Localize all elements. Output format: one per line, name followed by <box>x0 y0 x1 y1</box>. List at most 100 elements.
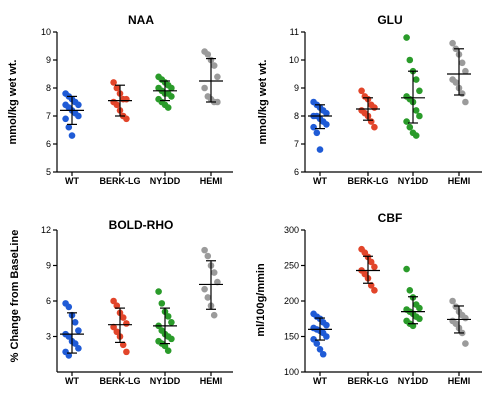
category-label: NY1DD <box>150 376 181 386</box>
chart-title: BOLD-RHO <box>109 218 174 232</box>
data-point <box>204 252 212 260</box>
data-point <box>75 112 82 120</box>
data-point <box>406 123 414 131</box>
data-point <box>65 303 73 311</box>
data-point <box>168 319 175 326</box>
data-point <box>214 278 221 286</box>
data-point <box>416 112 423 120</box>
data-point <box>316 146 324 153</box>
y-tick-label: 250 <box>284 261 299 271</box>
y-tick-label: 9 <box>294 83 299 93</box>
plot-area: 6 7 8 9 10 11 <box>289 27 482 177</box>
y-axis-label: mmol/kg wet wt. <box>7 60 19 145</box>
category-label: NY1DD <box>150 176 181 186</box>
data-point <box>458 90 466 97</box>
data-point <box>416 304 423 312</box>
data-point <box>462 98 469 106</box>
data-point <box>71 319 79 326</box>
data-point <box>119 341 127 349</box>
data-point <box>310 123 317 131</box>
panel-cbf: CBF ml/100g/mmin 100 150 200 250 300 WT BERK… <box>255 211 482 386</box>
data-point <box>403 265 410 273</box>
data-point <box>323 321 330 329</box>
y-tick-label: 100 <box>284 367 299 377</box>
data-point <box>123 320 130 327</box>
category-label: BERK-LG <box>100 376 141 386</box>
data-point <box>367 118 375 125</box>
data-point <box>403 118 410 125</box>
data-point <box>416 315 423 323</box>
data-point <box>123 348 130 356</box>
data-point <box>75 327 82 334</box>
data-point <box>210 311 218 319</box>
y-tick-label: 5 <box>46 167 51 177</box>
data-point <box>168 84 175 92</box>
y-tick-label: 6 <box>46 139 51 149</box>
data-point <box>323 121 330 128</box>
y-axis-label: % Change from BaseLine <box>9 230 21 363</box>
data-point <box>313 129 321 137</box>
plot-area: 5 6 7 8 9 10 <box>41 27 233 177</box>
category-label: BERK-LG <box>348 376 389 386</box>
y-tick-label: 7 <box>294 139 299 149</box>
data-point <box>65 123 73 131</box>
data-point <box>462 340 469 347</box>
data-point <box>201 246 208 254</box>
plot-area: 100 150 200 250 300 <box>284 225 482 377</box>
data-point <box>113 84 121 92</box>
data-point <box>113 302 121 310</box>
data-point <box>406 56 414 64</box>
chart-title: GLU <box>377 13 402 27</box>
data-point <box>367 258 375 266</box>
category-label: WT <box>313 176 327 186</box>
data-point <box>358 87 365 95</box>
chart-title: CBF <box>378 211 403 225</box>
y-tick-label: 6 <box>46 296 51 306</box>
data-point <box>164 104 172 111</box>
y-tick-label: 150 <box>284 332 299 342</box>
panel-bold-rho: BOLD-RHO % Change from BaseLine 3 6 9 12 WT… <box>9 218 233 386</box>
category-label: BERK-LG <box>100 176 141 186</box>
category-label: WT <box>65 176 79 186</box>
data-point <box>123 95 130 103</box>
category-label: WT <box>313 376 327 386</box>
y-tick-label: 3 <box>46 332 51 342</box>
data-point <box>214 98 221 106</box>
data-point <box>71 340 79 347</box>
data-point <box>123 115 130 123</box>
data-point <box>462 314 469 322</box>
data-point <box>113 328 121 336</box>
data-point <box>412 76 420 83</box>
data-point <box>412 107 420 114</box>
data-point <box>210 269 218 276</box>
data-point <box>371 123 378 131</box>
data-point <box>119 314 127 321</box>
data-point <box>155 288 162 295</box>
y-tick-label: 7 <box>46 111 51 121</box>
data-point <box>449 297 456 305</box>
data-point <box>164 347 172 355</box>
y-axis-label: mmol/kg wet wt. <box>257 60 269 145</box>
data-point <box>62 115 69 123</box>
y-tick-label: 12 <box>41 225 51 235</box>
data-point <box>371 287 378 294</box>
y-tick-label: 300 <box>284 225 299 235</box>
category-label: HEMI <box>448 376 471 386</box>
data-point <box>449 39 456 47</box>
data-point <box>316 345 324 353</box>
data-point <box>204 294 212 301</box>
data-point <box>204 51 212 58</box>
data-point <box>452 303 460 310</box>
data-point <box>403 34 410 41</box>
chart-title: NAA <box>128 13 154 27</box>
category-label: WT <box>65 376 79 386</box>
y-tick-label: 200 <box>284 296 299 306</box>
y-axis-label: ml/100g/mmin <box>255 263 267 337</box>
data-point <box>462 67 469 75</box>
y-tick-label: 6 <box>294 167 299 177</box>
category-label: HEMI <box>448 176 471 186</box>
data-point <box>168 93 175 100</box>
data-point <box>319 350 327 358</box>
data-point <box>452 79 460 86</box>
